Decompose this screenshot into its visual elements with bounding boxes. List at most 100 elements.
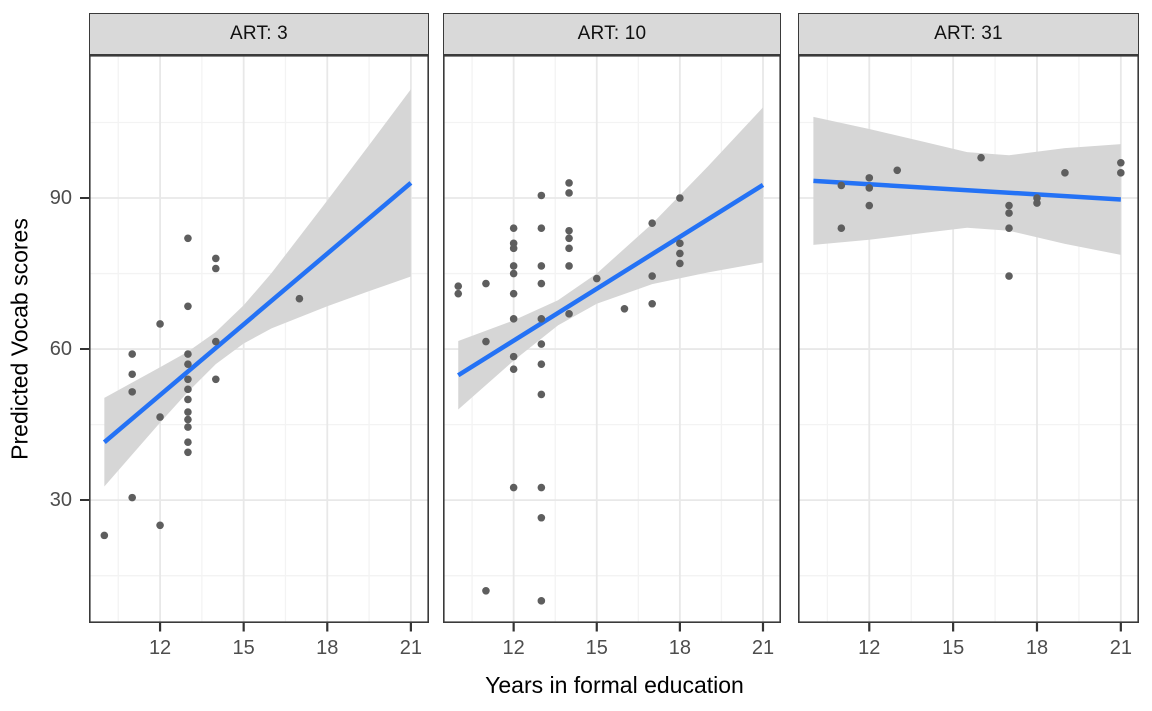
data-point xyxy=(184,448,192,457)
data-point xyxy=(509,352,518,361)
data-point xyxy=(212,375,220,384)
data-point xyxy=(565,244,573,253)
confidence-band xyxy=(458,107,763,410)
facet-panel-art-10: ART: 10 xyxy=(443,13,781,637)
data-point xyxy=(676,249,684,258)
regression-line xyxy=(813,178,1121,202)
facet-strip-label: ART: 10 xyxy=(577,23,647,44)
data-point xyxy=(184,408,192,416)
x-tick-label: 12 xyxy=(148,637,172,659)
data-point xyxy=(509,224,518,233)
plot-area xyxy=(89,55,429,632)
data-point xyxy=(128,493,136,502)
data-point xyxy=(565,179,573,187)
panel-border xyxy=(89,55,429,624)
data-point xyxy=(537,513,546,522)
x-tick-label: 15 xyxy=(942,637,965,659)
data-point xyxy=(184,302,192,311)
data-point xyxy=(865,201,874,210)
data-point xyxy=(128,388,136,396)
x-tick-label: 12 xyxy=(858,637,881,659)
data-point xyxy=(592,274,601,283)
data-point xyxy=(537,483,546,492)
data-point xyxy=(184,375,192,384)
data-point xyxy=(648,219,656,227)
y-axis-tick xyxy=(80,197,89,200)
x-tick-label: 18 xyxy=(316,637,339,659)
data-point xyxy=(184,385,192,394)
data-point xyxy=(1005,201,1013,210)
data-point xyxy=(676,259,684,268)
data-point xyxy=(482,586,490,595)
x-tick-label: 12 xyxy=(502,637,525,659)
data-point xyxy=(184,360,192,368)
y-tick-label: 30 xyxy=(49,489,72,512)
data-point xyxy=(537,279,546,288)
x-tick-label: 21 xyxy=(1109,637,1132,659)
data-point xyxy=(1005,272,1013,280)
data-point xyxy=(1117,158,1125,167)
plot-area xyxy=(798,55,1139,632)
data-point xyxy=(537,597,546,605)
data-point xyxy=(648,299,656,308)
data-point xyxy=(509,315,518,323)
data-point xyxy=(184,423,192,431)
data-point xyxy=(620,304,629,313)
data-point xyxy=(565,310,573,318)
x-tick-label: 21 xyxy=(399,637,422,659)
facet-panel-art-31: ART: 31 xyxy=(798,13,1139,637)
data-point xyxy=(537,191,546,200)
data-point xyxy=(837,181,846,190)
data-point xyxy=(676,239,684,248)
data-point xyxy=(212,254,220,263)
x-tick-label: 15 xyxy=(585,637,608,659)
data-point xyxy=(537,315,546,323)
confidence-band xyxy=(104,89,411,487)
data-point xyxy=(482,337,490,346)
data-point xyxy=(1005,209,1013,217)
data-point xyxy=(565,262,573,270)
data-point xyxy=(1033,194,1041,202)
data-point xyxy=(676,194,684,202)
data-point xyxy=(156,521,164,530)
data-point xyxy=(454,282,463,290)
data-point xyxy=(537,340,546,348)
data-point xyxy=(184,395,192,404)
y-axis-tick xyxy=(80,499,89,502)
data-point xyxy=(509,239,518,248)
regression-line xyxy=(457,183,765,378)
y-tick-label: 90 xyxy=(49,187,72,209)
data-point xyxy=(977,153,985,162)
data-point xyxy=(509,483,518,492)
data-point xyxy=(184,234,192,243)
y-axis-tick xyxy=(80,348,89,351)
data-point xyxy=(565,189,573,197)
y-tick-label: 60 xyxy=(49,338,72,361)
facet-strip: ART: 10 xyxy=(443,13,781,55)
data-point xyxy=(482,279,490,288)
data-point xyxy=(454,289,463,298)
data-point xyxy=(1061,169,1069,177)
panel-border xyxy=(443,55,781,624)
data-point xyxy=(537,360,546,368)
data-point xyxy=(1117,169,1125,177)
data-point xyxy=(865,184,874,192)
data-point xyxy=(537,224,546,233)
regression-line xyxy=(102,181,413,444)
facet-strip: ART: 3 xyxy=(89,13,429,55)
x-axis-title: Years in formal education xyxy=(485,672,744,698)
data-point xyxy=(509,365,518,374)
data-point xyxy=(212,337,220,346)
plot-area xyxy=(443,55,781,632)
x-tick-label: 15 xyxy=(232,637,255,659)
data-point xyxy=(537,262,546,270)
data-point xyxy=(565,226,573,235)
data-point xyxy=(184,438,192,447)
x-tick-label: 21 xyxy=(751,637,775,659)
facet-strip-label: ART: 3 xyxy=(230,23,288,44)
data-point xyxy=(184,350,192,358)
data-point xyxy=(509,262,518,270)
data-point xyxy=(295,294,304,303)
data-point xyxy=(537,390,546,399)
